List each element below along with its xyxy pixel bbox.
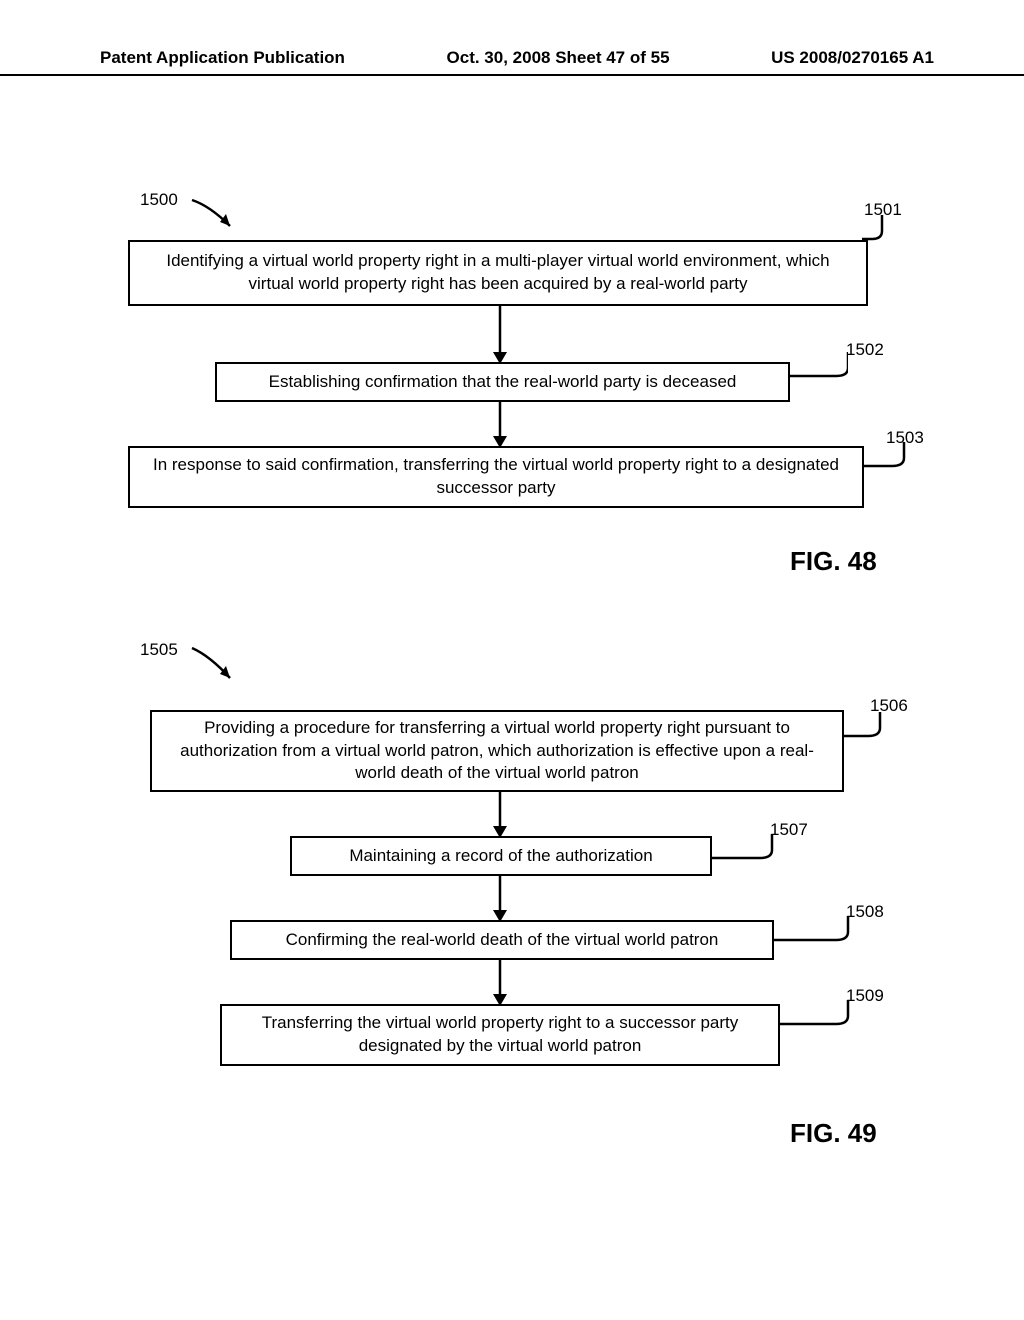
box-1507-text: Maintaining a record of the authorizatio… [349,845,652,868]
fig48-label: FIG. 48 [790,546,877,577]
box-1503-text: In response to said confirmation, transf… [144,454,848,500]
ref-arrow-1500 [190,198,250,238]
arrow-1501-1502 [490,306,510,364]
callout-1502 [788,352,848,382]
ref-1502: 1502 [846,340,884,360]
header-left: Patent Application Publication [100,48,345,68]
arrow-1502-1503 [490,402,510,448]
ref-arrow-1505 [190,646,250,690]
ref-1500: 1500 [140,190,178,210]
box-1502-text: Establishing confirmation that the real-… [269,371,737,394]
callout-1503 [862,442,906,472]
callout-1507 [710,834,774,864]
arrow-1506-1507 [490,792,510,838]
box-1508: Confirming the real-world death of the v… [230,920,774,960]
arrow-1507-1508 [490,876,510,922]
box-1503: In response to said confirmation, transf… [128,446,864,508]
box-1509-text: Transferring the virtual world property … [236,1012,764,1058]
callout-1508 [772,916,850,946]
callout-1506 [842,712,882,742]
callout-1509 [778,1000,850,1030]
box-1509: Transferring the virtual world property … [220,1004,780,1066]
callout-1501 [862,215,902,245]
ref-1507: 1507 [770,820,808,840]
box-1502: Establishing confirmation that the real-… [215,362,790,402]
box-1508-text: Confirming the real-world death of the v… [286,929,719,952]
box-1506-text: Providing a procedure for transferring a… [166,717,828,786]
fig49-label: FIG. 49 [790,1118,877,1149]
ref-1509: 1509 [846,986,884,1006]
arrow-1508-1509 [490,960,510,1006]
box-1501-text: Identifying a virtual world property rig… [144,250,852,296]
page: Patent Application Publication Oct. 30, … [0,0,1024,1320]
box-1507: Maintaining a record of the authorizatio… [290,836,712,876]
box-1501: Identifying a virtual world property rig… [128,240,868,306]
header-center: Oct. 30, 2008 Sheet 47 of 55 [447,48,670,68]
box-1506: Providing a procedure for transferring a… [150,710,844,792]
header-right: US 2008/0270165 A1 [771,48,934,68]
ref-1508: 1508 [846,902,884,922]
page-header: Patent Application Publication Oct. 30, … [0,48,1024,76]
ref-1505: 1505 [140,640,178,660]
